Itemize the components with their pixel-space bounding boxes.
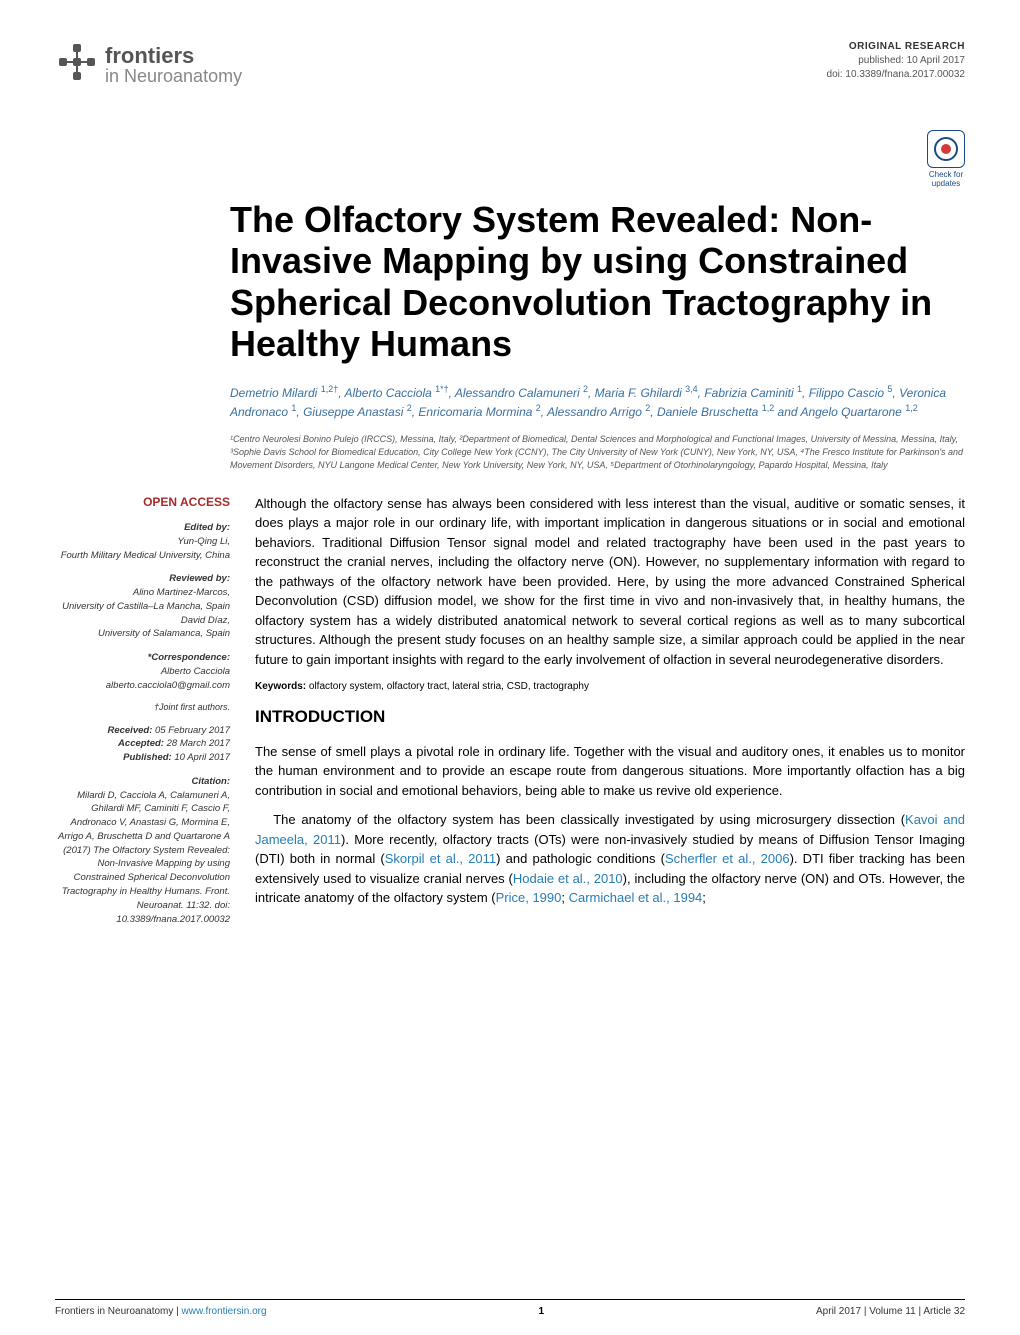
ref-link[interactable]: Carmichael et al., 1994 [569,890,703,905]
correspondence-email[interactable]: alberto.cacciola0@gmail.com [55,679,230,693]
affiliations-list: ¹Centro Neurolesi Bonino Pulejo (IRCCS),… [230,433,965,472]
keywords-text: olfactory system, olfactory tract, later… [306,681,589,692]
footer-issue-info: April 2017 | Volume 11 | Article 32 [816,1306,965,1317]
authors-list: Demetrio Milardi 1,2†, Alberto Cacciola … [230,383,965,421]
open-access-label: OPEN ACCESS [55,494,230,511]
correspondence-name: Alberto Cacciola [55,665,230,679]
check-for-updates-badge[interactable]: Check for updates [927,130,965,189]
article-content: Although the olfactory sense has always … [255,494,965,927]
ref-link[interactable]: Price, 1990 [496,890,562,905]
logo-journal-text: in Neuroanatomy [105,67,242,85]
article-type: ORIGINAL RESEARCH [827,40,965,54]
logo-brand-text: frontiers [105,45,242,67]
published-date: 10 April 2017 [172,752,230,763]
page-header: frontiers in Neuroanatomy ORIGINAL RESEA… [0,0,1020,99]
reviewer2-name: David Díaz, [55,614,230,628]
introduction-heading: INTRODUCTION [255,704,965,730]
footer-journal: Frontiers in Neuroanatomy [55,1306,173,1317]
journal-logo: frontiers in Neuroanatomy [55,40,242,89]
article-sidebar: OPEN ACCESS Edited by: Yun-Qing Li, Four… [55,494,230,927]
joint-first-authors-note: †Joint first authors. [55,701,230,714]
keywords-label: Keywords: [255,681,306,692]
ref-link[interactable]: Scherfler et al., 2006 [665,851,790,866]
check-updates-text2: updates [927,180,965,189]
received-date: 05 February 2017 [152,725,230,736]
correspondence-label: *Correspondence: [55,651,230,665]
intro-paragraph-2: The anatomy of the olfactory system has … [255,810,965,908]
accepted-label: Accepted: [118,738,164,749]
reviewer1-name: Alino Martinez-Marcos, [55,586,230,600]
intro-paragraph-1: The sense of smell plays a pivotal role … [255,742,965,801]
published-date-line: published: 10 April 2017 [827,54,965,68]
editor-name: Yun-Qing Li, [55,535,230,549]
header-meta: ORIGINAL RESEARCH published: 10 April 20… [827,40,965,82]
crossmark-icon [927,130,965,168]
abstract-text: Although the olfactory sense has always … [255,494,965,670]
accepted-date: 28 March 2017 [164,738,230,749]
footer-page-number: 1 [539,1306,545,1317]
keywords-line: Keywords: olfactory system, olfactory tr… [255,679,965,694]
reviewer1-affil: University of Castilla–La Mancha, Spain [55,600,230,614]
article-title: The Olfactory System Revealed: Non-Invas… [230,199,965,365]
reviewer2-affil: University of Salamanca, Spain [55,627,230,641]
ref-link[interactable]: Hodaie et al., 2010 [513,871,623,886]
editor-affil: Fourth Military Medical University, Chin… [55,549,230,563]
citation-label: Citation: [55,775,230,789]
citation-text: Milardi D, Cacciola A, Calamuneri A, Ghi… [55,789,230,927]
received-label: Received: [107,725,152,736]
doi-line[interactable]: doi: 10.3389/fnana.2017.00032 [827,68,965,82]
frontiers-logo-icon [55,40,99,89]
footer-site-link[interactable]: www.frontiersin.org [182,1306,267,1317]
published-label: Published: [123,752,172,763]
edited-by-label: Edited by: [55,521,230,535]
ref-link[interactable]: Skorpil et al., 2011 [385,851,496,866]
page-footer: Frontiers in Neuroanatomy | www.frontier… [55,1299,965,1317]
reviewed-by-label: Reviewed by: [55,572,230,586]
